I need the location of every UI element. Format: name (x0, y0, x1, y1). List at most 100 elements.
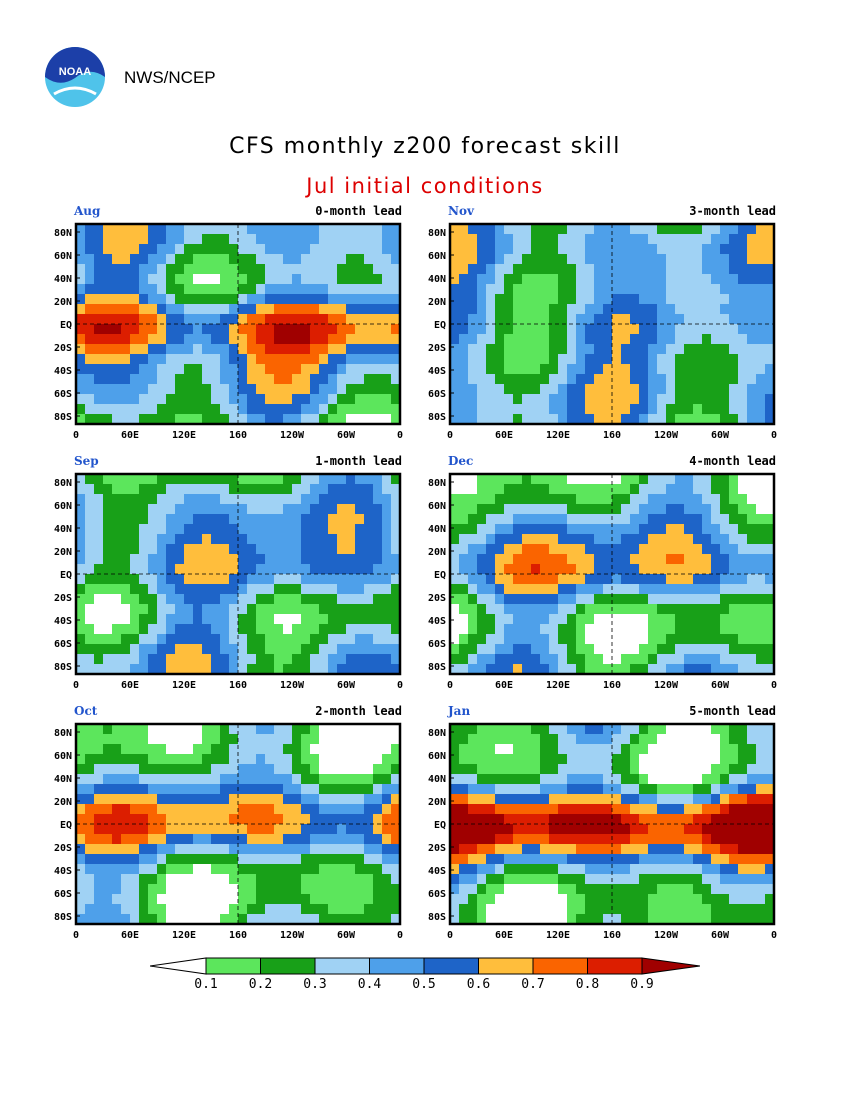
lon-tick-label: 60W (337, 930, 356, 941)
colorbar-label: 0.7 (521, 977, 544, 992)
lon-tick-label: 0 (447, 930, 453, 941)
lat-tick-label: 20S (54, 343, 72, 354)
panel-lead-label: 1-month lead (315, 454, 402, 468)
lon-tick-label: 160 (229, 430, 247, 441)
panel-lead-label: 2-month lead (315, 704, 402, 718)
lon-tick-label: 0 (73, 930, 79, 941)
lat-tick-label: 20N (428, 297, 446, 308)
lat-tick-label: EQ (434, 570, 446, 581)
panel-lead-label: 4-month lead (689, 454, 776, 468)
panel-lead-label: 0-month lead (315, 204, 402, 218)
lat-tick-label: 40N (54, 774, 72, 785)
lat-tick-label: 60S (54, 639, 72, 650)
lon-tick-label: 60E (495, 930, 513, 941)
lon-tick-label: 60E (495, 430, 513, 441)
colorbar-label: 0.3 (303, 977, 326, 992)
lat-tick-label: 60N (428, 251, 446, 262)
lat-tick-label: 40N (54, 524, 72, 535)
colorbar: 0.1 0.2 0.3 0.4 0.5 0.6 0.7 0.8 0.9 (150, 957, 700, 992)
lat-tick-label: 20N (54, 297, 72, 308)
lat-tick-label: 40N (428, 524, 446, 535)
lon-tick-label: 160 (229, 680, 247, 691)
lat-tick-label: 60S (428, 639, 446, 650)
lon-tick-label: 0 (73, 430, 79, 441)
map-panel: Aug 0-month lead 80N 60N 40N 20N EQ 20S 40S 60S 80… (46, 204, 406, 441)
lon-tick-label: 120E (546, 930, 570, 941)
lat-tick-label: 20N (54, 547, 72, 558)
lon-tick-label: 160 (603, 680, 621, 691)
lon-tick-label: 160 (603, 930, 621, 941)
colorbar-swatch (587, 957, 643, 975)
lon-tick-label: 60W (711, 680, 730, 691)
colorbar-swatch (314, 957, 370, 975)
colorbar-high-arrow (641, 957, 700, 975)
lon-tick-label: 0 (771, 930, 777, 941)
org-name: NWS/NCEP (124, 68, 216, 87)
lat-tick-label: 20N (428, 547, 446, 558)
panel-lead-label: 5-month lead (689, 704, 776, 718)
colorbar-label: 0.9 (630, 977, 653, 992)
panel-lead-label: 3-month lead (689, 204, 776, 218)
lon-tick-label: 160 (603, 430, 621, 441)
lat-tick-label: 20S (428, 843, 446, 854)
lon-tick-label: 60W (337, 680, 356, 691)
lon-tick-label: 0 (447, 430, 453, 441)
colorbar-swatch (423, 957, 479, 975)
svg-text:NOAA: NOAA (59, 66, 91, 78)
lat-tick-label: 60N (54, 751, 72, 762)
colorbar-swatch (532, 957, 588, 975)
lat-tick-label: 40S (54, 866, 72, 877)
map-panel: Sep 1-month lead 80N 60N 40N 20N EQ 20S 40S 60S 80… (46, 454, 406, 691)
lat-tick-label: 20S (54, 593, 72, 604)
lon-tick-label: 0 (397, 430, 403, 441)
lat-tick-label: 20S (428, 593, 446, 604)
lat-tick-label: 80S (428, 912, 446, 923)
lon-tick-label: 120W (654, 930, 679, 941)
lat-tick-label: 80N (428, 478, 446, 489)
lat-tick-label: 40N (428, 774, 446, 785)
lon-tick-label: 60E (121, 930, 139, 941)
lat-tick-label: EQ (434, 820, 446, 831)
lat-tick-label: 20S (428, 343, 446, 354)
panel-month-label: Oct (74, 704, 98, 718)
colorbar-label: 0.6 (467, 977, 490, 992)
skill-field (76, 724, 401, 925)
lon-tick-label: 120W (280, 430, 305, 441)
lat-tick-label: EQ (434, 320, 446, 331)
lon-tick-label: 120E (546, 680, 570, 691)
lon-tick-label: 0 (397, 930, 403, 941)
lat-tick-label: 80S (428, 412, 446, 423)
lat-tick-label: 60S (428, 889, 446, 900)
lon-tick-label: 60E (495, 680, 513, 691)
lat-tick-label: 80N (54, 728, 72, 739)
colorbar-label: 0.2 (249, 977, 272, 992)
lat-tick-label: 40S (428, 366, 446, 377)
lat-tick-label: 80N (428, 728, 446, 739)
skill-field (450, 474, 775, 675)
lon-tick-label: 60W (337, 430, 356, 441)
lat-tick-label: 80S (54, 412, 72, 423)
lat-tick-label: 60S (54, 889, 72, 900)
lat-tick-label: 40S (428, 866, 446, 877)
lat-tick-label: 60N (54, 501, 72, 512)
colorbar-label: 0.4 (358, 977, 382, 992)
lat-tick-label: 40S (54, 366, 72, 377)
lat-tick-label: 40N (428, 274, 446, 285)
lon-tick-label: 0 (771, 680, 777, 691)
panel-month-label: Dec (448, 454, 474, 468)
lat-tick-label: 60S (54, 389, 72, 400)
lat-tick-label: 80N (428, 228, 446, 239)
colorbar-low-arrow (150, 957, 207, 975)
lon-tick-label: 120W (280, 680, 305, 691)
map-panel: Dec 4-month lead 80N 60N 40N 20N EQ 20S 40S 60S 80… (420, 454, 780, 691)
lon-tick-label: 120E (546, 430, 570, 441)
skill-field (450, 224, 775, 425)
lat-tick-label: 80N (54, 478, 72, 489)
lon-tick-label: 60E (121, 680, 139, 691)
map-panel: Oct 2-month lead 80N 60N 40N 20N EQ 20S 40S 60S 80… (46, 704, 406, 941)
lat-tick-label: 60S (428, 389, 446, 400)
